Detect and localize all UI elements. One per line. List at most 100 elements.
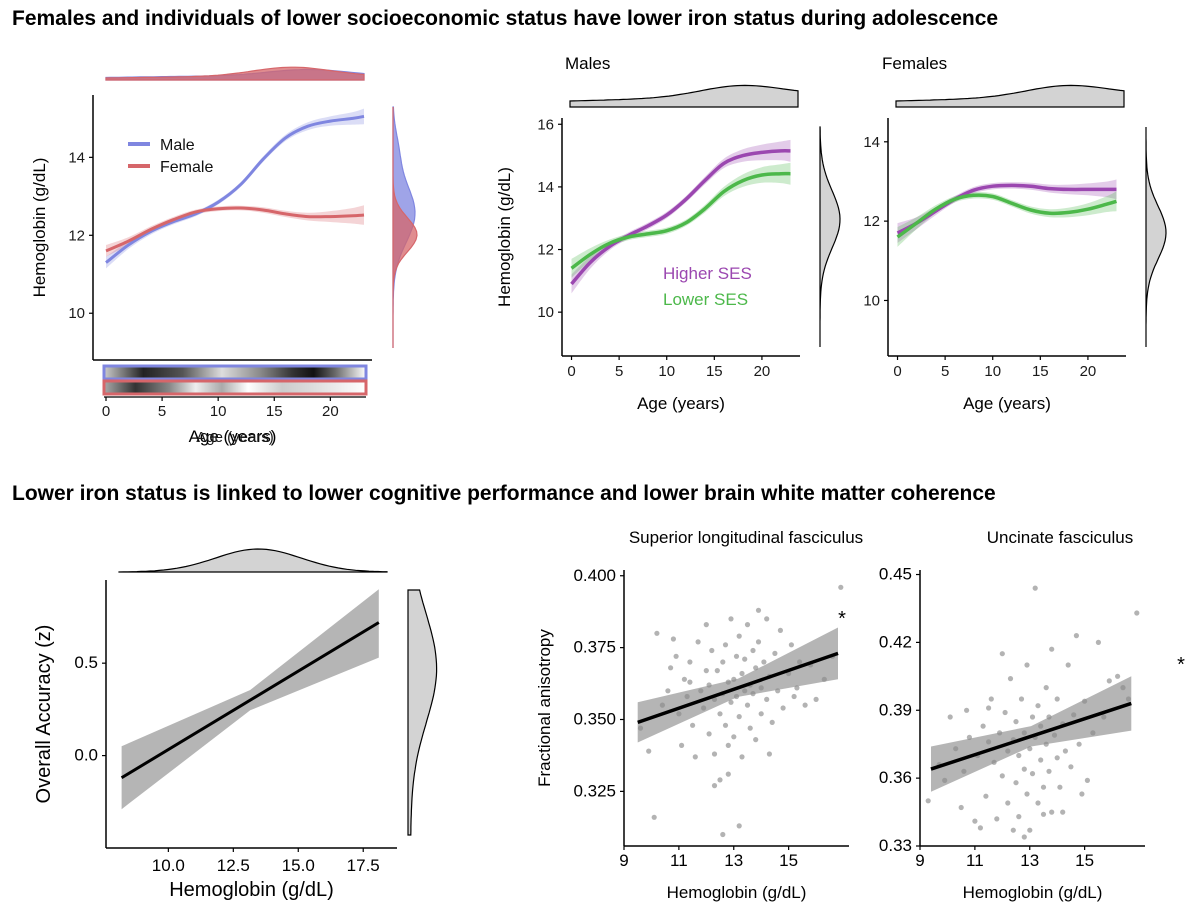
data-point xyxy=(714,668,720,674)
data-point xyxy=(972,818,978,824)
x-tick-label: 15 xyxy=(1032,363,1049,380)
data-point xyxy=(966,734,973,741)
y-tick-label: 0.0 xyxy=(74,746,98,765)
data-point xyxy=(1007,676,1014,682)
y-tick-label: 12 xyxy=(863,213,880,230)
chart-accuracy: 10.0 12.5 15.0 17.5 0.0 0.5 Hemoglobin (g/dL) O… xyxy=(33,548,438,901)
data-point xyxy=(651,814,657,820)
legend-label-higher-ses: Higher SES xyxy=(663,264,752,283)
data-point xyxy=(791,693,797,700)
data-point xyxy=(1038,723,1044,729)
age-strip-female xyxy=(102,379,368,396)
accuracy-density xyxy=(407,589,438,836)
data-point xyxy=(1010,827,1016,833)
panel-title: Superior longitudinal fasciculus xyxy=(629,528,863,547)
data-point xyxy=(728,616,734,622)
y-tick-label: 0.33 xyxy=(879,836,912,855)
data-point xyxy=(838,584,844,590)
hb-density xyxy=(118,548,388,573)
series-line-higher-ses xyxy=(570,149,791,286)
data-point xyxy=(717,777,723,783)
data-point xyxy=(646,748,652,754)
data-point xyxy=(739,670,745,677)
x-tick-label: 15.0 xyxy=(282,856,315,875)
data-point xyxy=(654,630,660,636)
x-tick-label: 15 xyxy=(266,403,283,420)
data-point xyxy=(1035,703,1041,709)
data-point xyxy=(736,823,742,829)
y-axis-label: Overall Accuracy (z) xyxy=(33,625,55,804)
data-point xyxy=(991,759,997,765)
panel-title: Males xyxy=(565,54,610,73)
x-tick-label: 13 xyxy=(724,851,743,870)
confidence-band xyxy=(637,627,838,743)
series-band-female xyxy=(106,205,364,257)
data-point xyxy=(766,751,773,757)
data-point xyxy=(777,627,784,634)
x-tick-label: 20 xyxy=(322,403,339,420)
x-tick-label: 10.0 xyxy=(152,856,185,875)
data-point xyxy=(1065,662,1071,668)
data-point xyxy=(1029,714,1036,720)
x-tick-label: 20 xyxy=(1080,363,1097,380)
x-tick-label: 15 xyxy=(1075,851,1094,870)
series-line-lower-ses xyxy=(896,193,1118,239)
data-point xyxy=(953,746,959,752)
data-point xyxy=(1040,784,1047,790)
data-point xyxy=(1057,784,1063,790)
y-tick-label: 10 xyxy=(863,292,880,309)
x-tick-label: 9 xyxy=(915,851,924,870)
data-point xyxy=(1013,719,1019,725)
x-tick-label: 17.5 xyxy=(347,856,380,875)
data-point xyxy=(1002,709,1008,716)
data-point xyxy=(1073,633,1079,639)
female-hb-density xyxy=(392,107,418,348)
data-point xyxy=(821,676,827,682)
data-point xyxy=(1079,791,1085,797)
data-point xyxy=(1038,757,1044,763)
data-point xyxy=(731,676,737,682)
data-point xyxy=(1016,814,1022,820)
x-tick-label: 5 xyxy=(158,403,166,420)
data-point xyxy=(703,622,709,628)
y-tick-label: 10 xyxy=(537,304,554,321)
x-tick-label: 10 xyxy=(210,403,227,420)
data-point xyxy=(673,653,679,659)
data-point xyxy=(961,768,967,774)
data-point xyxy=(744,622,751,628)
top-heading: Females and individuals of lower socioec… xyxy=(12,7,998,30)
series-band-lower-ses xyxy=(571,162,791,278)
data-point xyxy=(988,696,994,702)
data-point xyxy=(794,685,800,691)
data-point xyxy=(764,616,770,622)
x-axis-label: Age (years) xyxy=(189,427,277,446)
data-point xyxy=(695,639,701,645)
data-point xyxy=(753,737,759,743)
x-axis-label: Hemoglobin (g/dL) xyxy=(667,883,807,902)
data-point xyxy=(758,685,764,691)
data-point xyxy=(722,722,729,728)
series-band-higher-ses xyxy=(571,139,791,294)
x-axis-label: Age (years) xyxy=(963,394,1051,413)
x-tick-label: 15 xyxy=(779,851,798,870)
data-point xyxy=(725,771,731,777)
data-point xyxy=(1125,696,1132,702)
data-point xyxy=(1082,698,1088,704)
y-tick-label: 16 xyxy=(537,116,554,133)
data-point xyxy=(1027,746,1033,752)
y-tick-label: 0.42 xyxy=(879,632,912,651)
data-point xyxy=(753,665,759,671)
data-point xyxy=(1005,748,1011,754)
y-tick-label: 0.36 xyxy=(879,768,912,787)
data-point xyxy=(690,722,696,728)
data-point xyxy=(750,647,756,654)
data-point xyxy=(1084,777,1090,784)
data-point xyxy=(775,688,781,694)
legend-label-female: Female xyxy=(160,159,213,176)
data-point xyxy=(994,816,1000,822)
x-tick-label: 9 xyxy=(619,851,628,870)
data-point xyxy=(725,679,731,685)
data-point xyxy=(1054,696,1060,702)
data-point xyxy=(1016,752,1022,759)
data-point xyxy=(997,730,1003,736)
